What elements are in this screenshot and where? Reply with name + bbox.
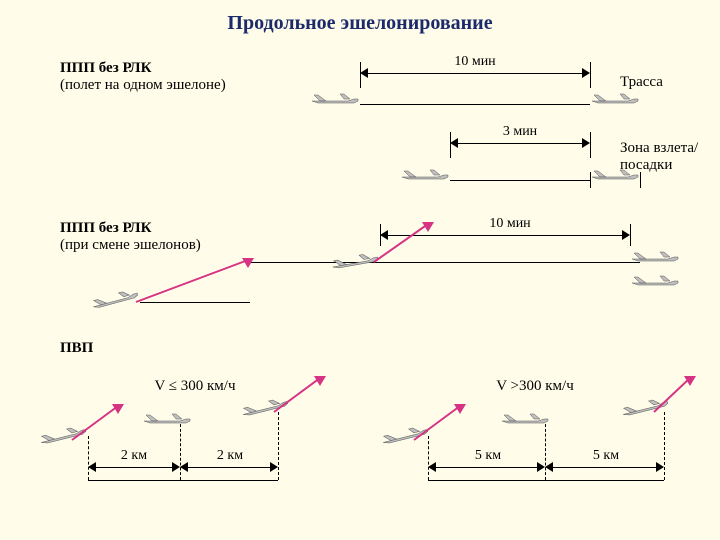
s1-label-sub: (полет на одном эшелоне) <box>60 77 226 93</box>
plane-icon <box>630 250 680 264</box>
plane-icon <box>590 168 640 182</box>
s3-tick-right <box>630 224 631 246</box>
plane-icon <box>310 92 360 106</box>
s3-dim-text: 10 мин <box>470 216 550 232</box>
s4r-dash3 <box>664 412 665 480</box>
plane-icon <box>500 412 550 426</box>
s2-tick-right <box>590 132 591 158</box>
s4l-dash1 <box>88 436 89 480</box>
plane-icon <box>142 412 192 426</box>
s2-end-tick1 <box>590 172 591 188</box>
s4l-d1: 2 км <box>106 448 162 464</box>
s1-tick-right <box>590 62 591 88</box>
s4l-d2: 2 км <box>202 448 258 464</box>
plane-icon <box>590 92 640 106</box>
s4-left-speed: V ≤ 300 км/ч <box>130 378 260 395</box>
s4r-d1: 5 км <box>460 448 516 464</box>
s4l-ground <box>88 480 278 481</box>
page-title: Продольное эшелонирование <box>0 0 720 35</box>
s1-label: ППП без РЛК (полет на одном эшелоне) <box>60 60 226 94</box>
s3-upper-line <box>250 262 640 263</box>
s4r-ground <box>428 480 664 481</box>
climb-arrow-icon <box>650 372 700 416</box>
s2-end-tick2 <box>640 172 641 188</box>
climb-arrow-icon <box>410 400 470 444</box>
s4-right-speed: V >300 км/ч <box>470 378 600 395</box>
s2-dim-text: 3 мин <box>490 124 550 140</box>
climb-arrow-icon <box>270 372 330 416</box>
s1-label-bold: ППП без РЛК <box>60 60 151 76</box>
s1-dim-text: 10 мин <box>430 54 520 70</box>
climb-arrow-icon <box>370 218 440 266</box>
s2-flight-line <box>450 180 590 181</box>
climb-arrow-icon <box>68 400 128 444</box>
s4r-dash1 <box>428 436 429 480</box>
s4l-dash3 <box>278 412 279 480</box>
s3-label: ППП без РЛК (при смене эшелонов) <box>60 220 201 254</box>
climb-arrow-icon <box>130 254 260 306</box>
s4-label: ПВП <box>60 340 93 357</box>
s4-label-bold: ПВП <box>60 340 93 356</box>
plane-icon <box>630 274 680 288</box>
s1-flight-line <box>360 104 590 105</box>
plane-icon <box>400 168 450 182</box>
s3-label-bold: ППП без РЛК <box>60 220 151 236</box>
s3-label-sub: (при смене эшелонов) <box>60 237 201 253</box>
s4r-d2: 5 км <box>578 448 634 464</box>
s1-right-label: Трасса <box>620 74 663 91</box>
